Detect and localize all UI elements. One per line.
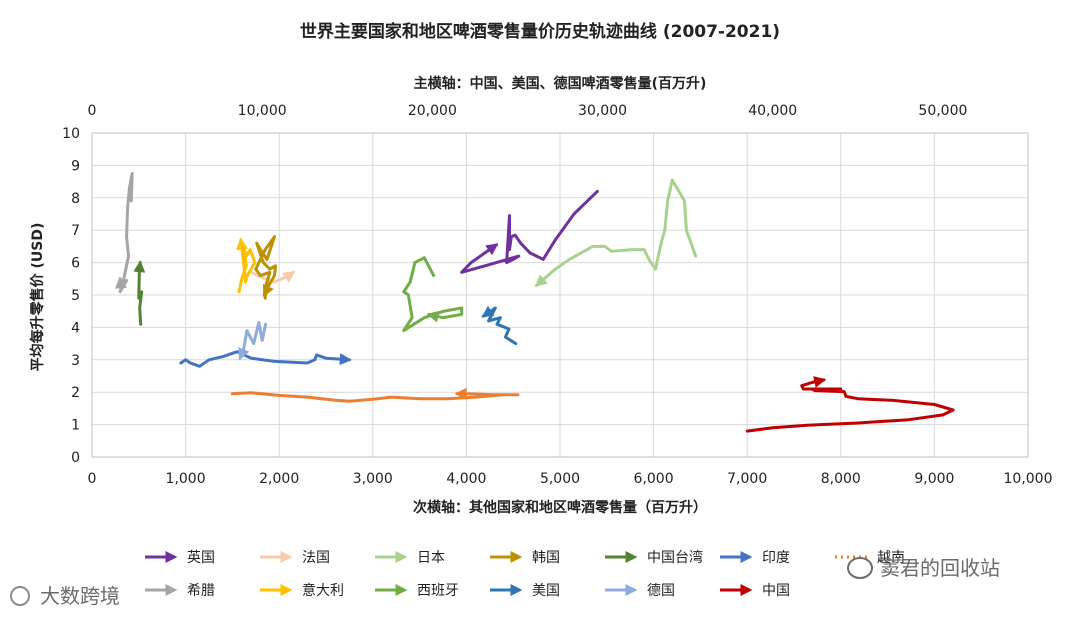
watermark-left-text: 大数跨境 [40,584,120,608]
x-axis-primary: 0 10,000 20,000 30,000 40,000 50,000 [88,103,968,119]
series-line-8 [114,172,134,294]
legend-item: 中国 [720,583,790,599]
x-tick-label: 9,000 [914,471,954,487]
x2-tick-label: 10,000 [238,103,287,119]
legend-label: 意大利 [302,582,344,599]
series-layer [114,172,955,433]
x2-axis-title: 主横轴：中国、美国、德国啤酒零售量(百万升) [414,75,707,92]
wechat-icon [847,557,873,579]
legend-label: 英国 [187,549,215,566]
watermark-right-text: 窦君的回收站 [880,556,1000,580]
x-axis-title: 次横轴：其他国家和地区啤酒零售量（百万升） [413,499,707,516]
watermark-right: 窦君的回收站 [847,556,1000,580]
legend-label: 日本 [417,550,445,566]
x-tick-label: 4,000 [446,471,486,487]
chart-title: 世界主要国家和地区啤酒零售量价历史轨迹曲线 (2007-2021) [300,21,780,42]
legend-label: 法国 [302,550,330,566]
legend-label: 希腊 [187,583,215,599]
legend-label: 印度 [762,550,790,566]
legend-label: 中国 [762,583,790,599]
y-tick-label: 4 [71,320,80,336]
legend-label: 西班牙 [417,583,459,599]
x-tick-label: 1,000 [166,471,206,487]
legend-label: 越南 [877,550,905,566]
plot-area [91,132,1029,458]
series-line-7 [230,387,520,403]
y-tick-label: 5 [71,288,80,304]
x2-tick-label: 50,000 [918,103,967,119]
y-tick-label: 6 [71,256,80,272]
y-tick-label: 3 [71,353,80,369]
legend-item: 希腊 [145,583,215,599]
x2-tick-label: 0 [88,103,97,119]
legend-item: 中国台湾 [605,549,703,566]
x2-tick-label: 20,000 [408,103,457,119]
series-line-12 [238,321,268,361]
y-tick-label: 7 [71,223,80,239]
series-line-11 [481,305,518,346]
x-tick-label: 3,000 [353,471,393,487]
y-tick-label: 8 [71,191,80,207]
x-tick-label: 10,000 [1004,471,1053,487]
y-axis-title: 平均每升零售价 (USD) [29,223,46,372]
legend-item: 日本 [375,550,445,566]
series-line-5 [133,260,146,326]
y-axis: 0 1 2 3 4 5 6 7 8 9 10 [62,126,80,466]
legend-label: 中国台湾 [647,549,703,566]
legend-item: 意大利 [260,582,344,599]
legend-item: 越南 [835,550,905,566]
y-tick-label: 1 [71,418,80,434]
series-line-1 [460,189,599,274]
x-tick-label: 5,000 [540,471,580,487]
x-tick-label: 8,000 [821,471,861,487]
y-tick-label: 0 [71,450,80,466]
legend-label: 德国 [647,583,675,599]
x-tick-label: 6,000 [634,471,674,487]
series-line-6 [179,350,352,368]
series-line-3 [534,178,698,287]
legend-label: 韩国 [532,550,560,566]
x-axis-secondary: 0 1,000 2,000 3,000 4,000 5,000 6,000 7,000 8,00… [88,471,1053,487]
x2-tick-label: 30,000 [578,103,627,119]
legend-item: 韩国 [490,550,560,566]
legend-item: 美国 [490,583,560,599]
x2-tick-label: 40,000 [748,103,797,119]
series-line-9 [236,237,257,294]
watermark-logo-icon [10,586,30,606]
legend-item: 德国 [605,583,675,599]
legend-item: 英国 [145,549,215,566]
series-line-4 [254,235,277,300]
y-tick-label: 2 [71,385,80,401]
watermark-left: 大数跨境 [10,584,120,608]
x-tick-label: 2,000 [259,471,299,487]
series-line-13 [745,376,955,433]
legend-label: 美国 [532,583,560,599]
legend-item: 法国 [260,550,330,566]
gridlines [91,132,1029,458]
x-tick-label: 7,000 [727,471,767,487]
y-tick-label: 9 [71,158,80,174]
series-line-10 [402,256,464,333]
x-tick-label: 0 [88,471,97,487]
legend-item: 西班牙 [375,583,459,599]
y-tick-label: 10 [62,126,80,142]
legend-item: 印度 [720,550,790,566]
